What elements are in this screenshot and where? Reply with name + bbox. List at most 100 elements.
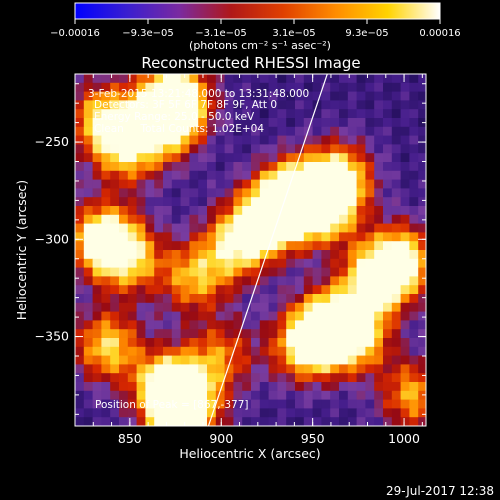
image-pixel bbox=[83, 232, 93, 242]
image-pixel bbox=[145, 82, 155, 92]
image-pixel bbox=[198, 302, 208, 312]
image-pixel bbox=[286, 135, 296, 145]
image-pixel bbox=[198, 355, 208, 365]
image-pixel bbox=[101, 267, 111, 277]
image-pixel bbox=[119, 373, 129, 383]
image-pixel bbox=[136, 100, 146, 110]
image-pixel bbox=[101, 258, 111, 268]
image-pixel bbox=[83, 382, 93, 392]
image-pixel bbox=[277, 197, 287, 207]
image-pixel bbox=[145, 285, 155, 295]
image-pixel bbox=[83, 364, 93, 374]
image-pixel bbox=[374, 241, 384, 251]
image-pixel bbox=[75, 232, 85, 242]
image-pixel bbox=[75, 82, 85, 92]
image-pixel bbox=[198, 153, 208, 163]
image-pixel bbox=[268, 267, 278, 277]
image-pixel bbox=[92, 364, 102, 374]
image-pixel bbox=[101, 329, 111, 339]
image-pixel bbox=[251, 100, 261, 110]
image-pixel bbox=[233, 135, 243, 145]
image-pixel bbox=[171, 206, 181, 216]
image-pixel bbox=[136, 241, 146, 251]
image-pixel bbox=[251, 153, 261, 163]
image-pixel bbox=[383, 408, 393, 418]
image-pixel bbox=[119, 399, 129, 409]
image-pixel bbox=[330, 346, 340, 356]
image-pixel bbox=[259, 373, 269, 383]
image-pixel bbox=[101, 241, 111, 251]
image-pixel bbox=[163, 267, 173, 277]
image-pixel bbox=[189, 258, 199, 268]
image-pixel bbox=[242, 179, 252, 189]
image-pixel bbox=[339, 214, 349, 224]
image-pixel bbox=[409, 258, 419, 268]
image-pixel bbox=[391, 126, 401, 136]
image-pixel bbox=[92, 399, 102, 409]
image-pixel bbox=[339, 250, 349, 260]
image-pixel bbox=[215, 241, 225, 251]
image-pixel bbox=[110, 214, 120, 224]
image-pixel bbox=[198, 390, 208, 400]
image-pixel bbox=[224, 232, 234, 242]
image-pixel bbox=[391, 338, 401, 348]
image-pixel bbox=[233, 241, 243, 251]
image-pixel bbox=[268, 390, 278, 400]
image-pixel bbox=[312, 294, 322, 304]
image-pixel bbox=[277, 91, 287, 101]
image-pixel bbox=[356, 390, 366, 400]
image-pixel bbox=[83, 417, 93, 426]
image-pixel bbox=[145, 408, 155, 418]
image-pixel bbox=[251, 250, 261, 260]
image-pixel bbox=[215, 188, 225, 198]
image-pixel bbox=[233, 74, 243, 84]
image-pixel bbox=[110, 197, 120, 207]
image-pixel bbox=[259, 338, 269, 348]
image-pixel bbox=[163, 311, 173, 321]
image-pixel bbox=[339, 91, 349, 101]
image-pixel bbox=[312, 285, 322, 295]
image-pixel bbox=[189, 82, 199, 92]
image-pixel bbox=[242, 100, 252, 110]
image-pixel bbox=[189, 267, 199, 277]
image-pixel bbox=[365, 232, 375, 242]
image-pixel bbox=[101, 399, 111, 409]
image-pixel bbox=[339, 232, 349, 242]
image-pixel bbox=[145, 162, 155, 172]
image-pixel bbox=[303, 311, 313, 321]
image-pixel bbox=[312, 82, 322, 92]
image-pixel bbox=[295, 170, 305, 180]
image-pixel bbox=[163, 276, 173, 286]
image-pixel bbox=[365, 179, 375, 189]
image-pixel bbox=[189, 223, 199, 233]
image-pixel bbox=[409, 91, 419, 101]
image-pixel bbox=[171, 417, 181, 426]
image-pixel bbox=[356, 206, 366, 216]
image-pixel bbox=[198, 241, 208, 251]
image-pixel bbox=[207, 241, 217, 251]
image-pixel bbox=[233, 417, 243, 426]
image-pixel bbox=[312, 197, 322, 207]
image-pixel bbox=[198, 197, 208, 207]
image-pixel bbox=[347, 417, 357, 426]
image-pixel bbox=[295, 373, 305, 383]
image-pixel bbox=[400, 118, 410, 128]
image-pixel bbox=[365, 302, 375, 312]
y-tick-label: −300 bbox=[35, 231, 69, 246]
image-pixel bbox=[215, 109, 225, 119]
image-pixel bbox=[189, 373, 199, 383]
image-pixel bbox=[330, 338, 340, 348]
image-pixel bbox=[154, 320, 164, 330]
image-pixel bbox=[127, 311, 137, 321]
image-pixel bbox=[233, 214, 243, 224]
image-pixel bbox=[154, 74, 164, 84]
image-pixel bbox=[374, 258, 384, 268]
image-pixel bbox=[110, 118, 120, 128]
image-pixel bbox=[418, 311, 426, 321]
image-pixel bbox=[198, 346, 208, 356]
image-pixel bbox=[110, 135, 120, 145]
image-pixel bbox=[136, 373, 146, 383]
image-pixel bbox=[295, 188, 305, 198]
image-pixel bbox=[110, 399, 120, 409]
image-pixel bbox=[295, 329, 305, 339]
